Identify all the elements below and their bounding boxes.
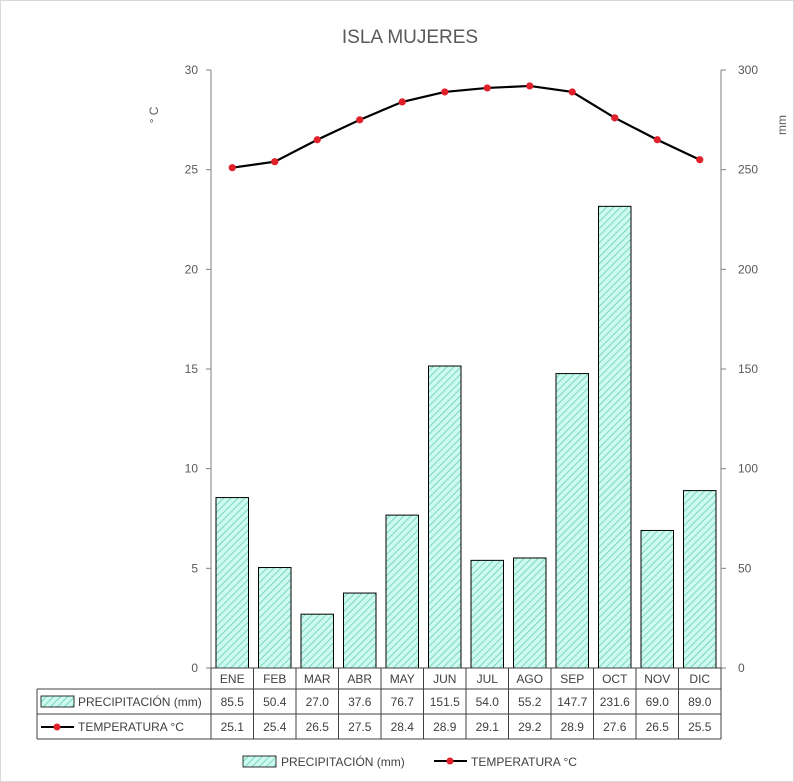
y-tick-right-label: 150 bbox=[738, 362, 758, 376]
y-tick-right-label: 250 bbox=[738, 163, 758, 177]
temperature-marker bbox=[653, 136, 661, 144]
precipitation-value: 50.4 bbox=[263, 695, 287, 709]
legend-temperature-label: TEMPERATURA °C bbox=[471, 755, 577, 769]
precipitation-bar bbox=[300, 613, 334, 669]
temperature-value: 27.6 bbox=[603, 720, 627, 734]
category-label: FEB bbox=[263, 672, 286, 686]
temperature-marker bbox=[441, 88, 449, 96]
precipitation-value: 85.5 bbox=[221, 695, 245, 709]
category-label: MAY bbox=[390, 672, 415, 686]
temperature-value: 25.5 bbox=[688, 720, 712, 734]
y-tick-right-label: 50 bbox=[738, 561, 752, 575]
precipitation-bar bbox=[598, 205, 632, 669]
precipitation-bar bbox=[683, 490, 717, 669]
precipitation-bar bbox=[513, 557, 547, 669]
temperature-marker bbox=[526, 82, 534, 90]
category-label: SEP bbox=[560, 672, 584, 686]
precipitation-bar bbox=[385, 514, 419, 669]
temperature-value: 25.4 bbox=[263, 720, 287, 734]
category-label: ENE bbox=[220, 672, 245, 686]
category-label: MAR bbox=[304, 672, 331, 686]
precipitation-value: 231.6 bbox=[600, 695, 630, 709]
precipitation-bar bbox=[428, 365, 462, 669]
precipitation-bar bbox=[258, 567, 292, 669]
temperature-marker bbox=[483, 84, 491, 92]
legend-precipitation-key bbox=[242, 755, 277, 768]
temperature-value: 28.9 bbox=[433, 720, 457, 734]
temperature-value: 29.2 bbox=[518, 720, 542, 734]
precipitation-bar bbox=[555, 373, 589, 669]
y-tick-right-label: 200 bbox=[738, 262, 758, 276]
y-tick-left-label: 15 bbox=[185, 362, 199, 376]
temperature-marker bbox=[228, 164, 236, 172]
temperature-value: 29.1 bbox=[476, 720, 500, 734]
temperature-marker bbox=[313, 136, 321, 144]
precipitation-value: 37.6 bbox=[348, 695, 372, 709]
y-tick-right-label: 300 bbox=[738, 63, 758, 77]
precipitation-value: 55.2 bbox=[518, 695, 542, 709]
precipitation-value: 69.0 bbox=[646, 695, 670, 709]
y-tick-left-label: 5 bbox=[191, 561, 198, 575]
y-tick-right-label: 100 bbox=[738, 462, 758, 476]
category-label: OCT bbox=[602, 672, 628, 686]
precipitation-value: 76.7 bbox=[391, 695, 415, 709]
chart-title: ISLA MUJERES bbox=[342, 27, 478, 48]
temperature-marker bbox=[696, 156, 704, 164]
temperature-row-key-marker bbox=[53, 723, 61, 731]
temperature-marker bbox=[611, 114, 619, 122]
precipitation-value: 89.0 bbox=[688, 695, 712, 709]
y-tick-right-label: 0 bbox=[738, 661, 745, 675]
temperature-value: 27.5 bbox=[348, 720, 372, 734]
y-tick-left-label: 30 bbox=[185, 63, 199, 77]
temperature-row-label: TEMPERATURA °C bbox=[78, 720, 184, 734]
temperature-marker bbox=[271, 158, 279, 166]
temperature-value: 28.9 bbox=[561, 720, 585, 734]
temperature-marker bbox=[568, 88, 576, 96]
temperature-marker bbox=[356, 116, 364, 124]
category-label: ABR bbox=[347, 672, 372, 686]
category-label: DIC bbox=[689, 672, 710, 686]
precipitation-bar bbox=[343, 592, 377, 669]
category-label: JUL bbox=[477, 672, 499, 686]
precipitation-value: 147.7 bbox=[557, 695, 587, 709]
precipitation-row-key bbox=[40, 695, 75, 708]
y-axis-right-label: mm bbox=[775, 115, 789, 135]
category-label: AGO bbox=[516, 672, 543, 686]
temperature-value: 26.5 bbox=[306, 720, 330, 734]
precipitation-bar bbox=[640, 529, 674, 669]
precipitation-value: 54.0 bbox=[476, 695, 500, 709]
category-label: JUN bbox=[433, 672, 456, 686]
y-tick-left-label: 0 bbox=[191, 661, 198, 675]
temperature-value: 25.1 bbox=[221, 720, 245, 734]
temperature-line bbox=[232, 84, 701, 169]
y-axis-left-label: ° C bbox=[147, 106, 161, 123]
precipitation-bar bbox=[470, 559, 504, 669]
y-tick-left-label: 10 bbox=[185, 462, 199, 476]
precipitation-value: 27.0 bbox=[306, 695, 330, 709]
legend-temperature-key-marker bbox=[446, 757, 454, 765]
temperature-marker bbox=[398, 98, 406, 106]
category-label: NOV bbox=[644, 672, 670, 686]
precipitation-row-label: PRECIPITACIÓN (mm) bbox=[78, 694, 202, 709]
temperature-value: 28.4 bbox=[391, 720, 415, 734]
temperature-value: 26.5 bbox=[646, 720, 670, 734]
y-tick-left-label: 25 bbox=[185, 163, 199, 177]
precipitation-bar bbox=[215, 497, 249, 669]
precipitation-value: 151.5 bbox=[430, 695, 460, 709]
legend-precipitation-label: PRECIPITACIÓN (mm) bbox=[281, 754, 405, 769]
y-tick-left-label: 20 bbox=[185, 262, 199, 276]
